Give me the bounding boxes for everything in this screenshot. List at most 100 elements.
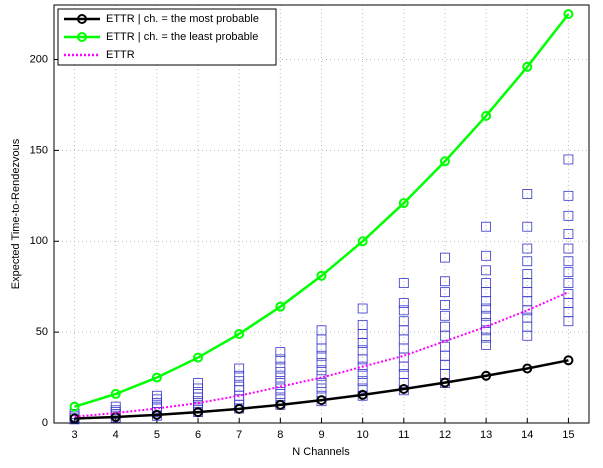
x-tick-label: 15 xyxy=(562,429,574,441)
series-marker xyxy=(522,61,533,72)
scatter-point xyxy=(234,376,245,387)
x-tick-label: 6 xyxy=(195,429,201,441)
x-tick-label: 5 xyxy=(154,429,160,441)
scatter-point xyxy=(563,154,574,165)
x-tick-label: 8 xyxy=(277,429,283,441)
series-marker xyxy=(563,9,574,20)
scatter-point xyxy=(481,221,492,232)
series-marker xyxy=(563,355,574,366)
scatter-point xyxy=(440,299,450,310)
scatter-point xyxy=(357,303,368,314)
scatter-point xyxy=(316,325,327,336)
scatter-point xyxy=(481,303,492,314)
scatter-point xyxy=(398,298,409,308)
legend-label: ETTR | ch. = the least probable xyxy=(106,31,258,43)
x-tick-label: 13 xyxy=(480,429,492,441)
y-tick-label: 100 xyxy=(30,235,48,247)
y-tick-label: 0 xyxy=(42,417,48,429)
series-marker xyxy=(398,384,409,395)
scatter-point xyxy=(563,289,574,299)
scatter-point xyxy=(440,287,450,298)
scatter-point xyxy=(357,319,368,330)
series-marker xyxy=(357,236,368,247)
scatter-point xyxy=(481,339,492,350)
scatter-point xyxy=(440,321,450,332)
series-marker xyxy=(193,352,204,363)
scatter-point xyxy=(440,310,450,321)
scatter-point xyxy=(275,383,286,394)
scatter-point xyxy=(275,354,286,365)
x-tick-label: 4 xyxy=(113,429,119,441)
scatter-point xyxy=(481,250,492,261)
scatter-point xyxy=(234,363,245,374)
scatter-point xyxy=(522,312,533,323)
scatter-point xyxy=(481,332,492,343)
y-tick-label: 200 xyxy=(30,53,48,65)
scatter-point xyxy=(398,305,409,316)
series-marker xyxy=(193,407,204,418)
scatter-point xyxy=(481,265,492,276)
scatter-point xyxy=(440,341,450,352)
legend-marker xyxy=(77,14,87,24)
scatter-point xyxy=(522,221,533,232)
scatter-point xyxy=(316,365,327,376)
scatter-point xyxy=(563,210,574,221)
series-marker xyxy=(398,198,409,209)
scatter-point xyxy=(275,372,286,383)
y-tick-label: 150 xyxy=(30,144,48,156)
series-marker xyxy=(69,401,80,412)
scatter-point xyxy=(398,369,409,379)
scatter-point xyxy=(563,243,574,254)
scatter-point xyxy=(440,276,450,287)
scatter-point xyxy=(316,358,327,368)
scatter-point xyxy=(563,256,574,267)
legend-label: ETTR | ch. = the most probable xyxy=(106,13,259,25)
plot-frame xyxy=(53,4,590,424)
series-marker xyxy=(69,413,80,424)
series-marker xyxy=(234,328,245,339)
series-marker xyxy=(439,156,450,167)
scatter-point xyxy=(563,190,574,201)
series-marker xyxy=(151,372,162,383)
series-marker xyxy=(275,301,286,312)
x-tick-label: 9 xyxy=(318,429,324,441)
series-marker xyxy=(316,395,327,406)
scatter-point xyxy=(481,310,492,321)
scatter-point xyxy=(563,278,574,288)
series-marker xyxy=(151,409,162,420)
scatter-point xyxy=(357,383,368,394)
scatter-point xyxy=(316,378,327,388)
scatter-point xyxy=(275,367,286,378)
x-tick-label: 14 xyxy=(521,429,533,441)
scatter-point xyxy=(275,378,286,388)
series-line xyxy=(74,359,569,420)
series-marker xyxy=(275,399,286,410)
x-tick-label: 7 xyxy=(236,429,242,441)
scatter-point xyxy=(316,383,327,394)
y-axis-label: Expected Time-to-Rendezvous xyxy=(10,138,22,289)
scatter-point xyxy=(151,390,162,401)
scatter-point xyxy=(110,401,121,412)
scatter-point xyxy=(357,345,368,356)
scatter-point xyxy=(357,376,368,387)
scatter-point xyxy=(563,229,574,239)
scatter-point xyxy=(522,269,533,279)
scatter-point xyxy=(275,389,286,399)
scatter-point xyxy=(193,389,203,399)
scatter-point xyxy=(357,361,368,372)
scatter-point xyxy=(522,256,533,267)
series-marker xyxy=(316,270,327,281)
series-marker xyxy=(522,363,533,374)
scatter-point xyxy=(193,378,203,388)
scatter-point xyxy=(522,243,533,254)
scatter-point xyxy=(193,383,203,394)
x-tick-label: 12 xyxy=(439,429,451,441)
x-tick-label: 3 xyxy=(72,429,78,441)
scatter-point xyxy=(316,370,327,381)
x-axis-label: N Channels xyxy=(292,446,350,458)
series-marker xyxy=(357,389,368,400)
series-marker xyxy=(481,370,492,381)
x-tick-label: 10 xyxy=(357,429,369,441)
scatter-point xyxy=(398,316,409,327)
